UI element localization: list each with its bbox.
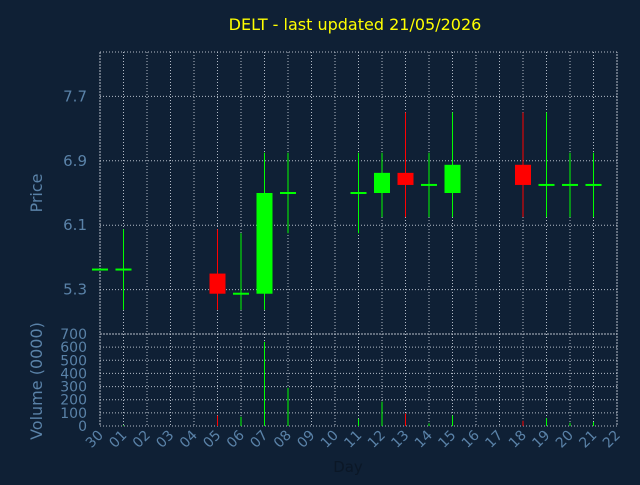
candle	[209, 229, 226, 310]
candle-body	[421, 183, 437, 186]
candle	[374, 152, 390, 218]
candle	[115, 229, 132, 310]
candle-body	[397, 172, 414, 185]
volume-tick-label: 600	[60, 340, 87, 356]
volume-axis-label: Volume (0000)	[27, 322, 46, 440]
candle	[92, 268, 108, 271]
candle-body	[444, 164, 461, 193]
candle	[256, 152, 273, 310]
candles	[92, 112, 602, 310]
candle	[538, 112, 555, 218]
candle	[280, 152, 296, 234]
candle-body	[256, 193, 273, 294]
candle-body	[562, 183, 578, 186]
price-tick-label: 6.1	[63, 216, 87, 234]
candle-body	[538, 183, 555, 186]
candle	[397, 112, 414, 218]
volume-tick-label: 200	[60, 393, 87, 409]
volume-bars	[123, 341, 594, 426]
volume-tick-label: 500	[60, 353, 87, 369]
candle-body	[515, 164, 531, 185]
volume-tick-label: 700	[60, 327, 87, 343]
price-tick-label: 5.3	[63, 281, 87, 299]
candle-body	[209, 273, 226, 294]
volume-tick-label: 300	[60, 380, 87, 396]
candle	[515, 112, 531, 218]
candle	[421, 152, 437, 218]
candle	[585, 152, 602, 218]
candle-body	[280, 192, 296, 194]
price-tick-labels: 7.7 6.9 6.1 5.3	[63, 87, 87, 298]
x-axis-label: Day	[333, 458, 363, 476]
chart-title: DELT - last updated 21/05/2026	[229, 15, 482, 34]
candle-body	[92, 268, 108, 271]
candle	[233, 233, 249, 310]
x-tick-labels: 30 01 02 03 04 05 06 07 08 09 10 11 12 13 14 15 16 17 18 19…	[83, 427, 624, 451]
candle	[350, 152, 367, 234]
price-tick-label: 6.9	[63, 152, 87, 170]
candle-body	[585, 183, 602, 186]
volume-tick-label: 100	[60, 406, 87, 422]
price-axis-label: Price	[27, 173, 46, 212]
candle-body	[115, 268, 132, 271]
volume-tick-label: 0	[78, 419, 87, 435]
candle-body	[374, 172, 390, 193]
candle-body	[350, 192, 367, 194]
volume-tick-label: 400	[60, 366, 87, 382]
candle	[444, 112, 461, 218]
candle	[562, 152, 578, 218]
price-tick-label: 7.7	[63, 87, 87, 105]
candle-body	[233, 292, 249, 295]
